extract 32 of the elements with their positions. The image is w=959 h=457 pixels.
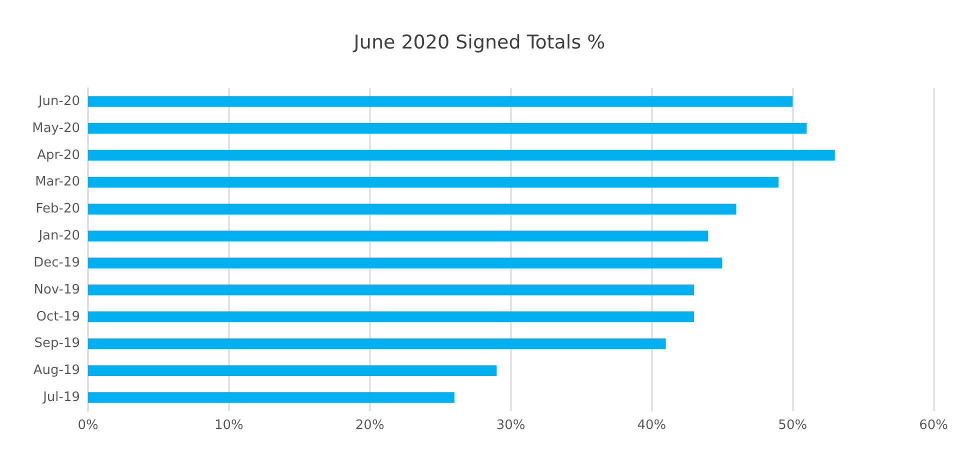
x-tick-label: 50% <box>778 418 808 433</box>
bar <box>88 96 793 107</box>
x-tick-label: 20% <box>355 418 384 433</box>
x-tick-label: 10% <box>214 418 244 433</box>
y-tick-label: Jul-19 <box>42 390 80 406</box>
x-tick-label: 60% <box>919 418 948 433</box>
y-tick-label: Mar-20 <box>35 174 80 190</box>
bar <box>88 338 666 350</box>
y-tick-label: Jun-20 <box>37 94 80 109</box>
y-tick-label: Nov-19 <box>34 282 80 298</box>
x-tick-label: 30% <box>496 418 526 433</box>
y-tick-label: May-20 <box>32 120 80 136</box>
bar <box>88 122 807 134</box>
y-tick-label: Sep-19 <box>34 336 80 352</box>
bar <box>88 204 736 215</box>
bar <box>88 230 708 242</box>
y-tick-label: Oct-19 <box>36 309 80 324</box>
y-tick-label: Dec-19 <box>34 255 80 270</box>
y-tick-label: Apr-20 <box>37 148 80 163</box>
y-tick-label: Jan-20 <box>38 228 80 244</box>
bar <box>88 365 497 376</box>
y-tick-label: Feb-20 <box>36 202 80 217</box>
bar <box>88 311 694 322</box>
y-tick-label: Aug-19 <box>33 363 80 378</box>
chart-title: June 2020 Signed Totals % <box>352 32 606 54</box>
bar <box>88 284 694 296</box>
x-tick-label: 40% <box>637 418 666 433</box>
bar <box>88 258 722 268</box>
bar <box>88 150 835 161</box>
x-tick-label: 0% <box>78 418 98 433</box>
bar <box>88 176 779 188</box>
bar <box>88 392 454 403</box>
